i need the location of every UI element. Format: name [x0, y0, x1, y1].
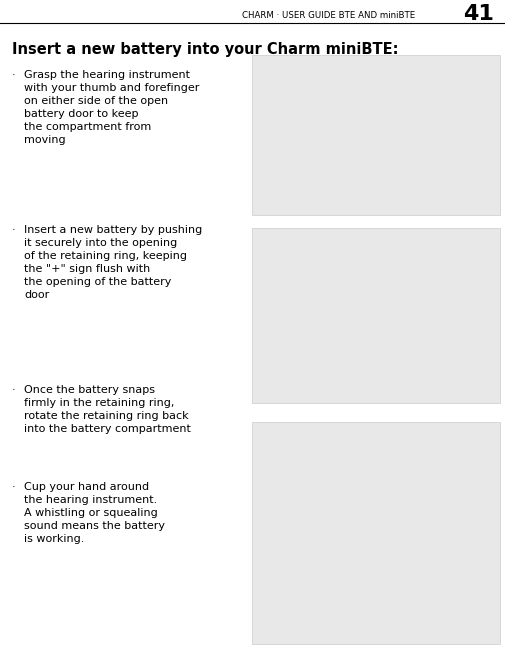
Text: Cup your hand around
the hearing instrument.
A whistling or squealing
sound mean: Cup your hand around the hearing instrum…	[24, 482, 165, 544]
Text: Once the battery snaps
firmly in the retaining ring,
rotate the retaining ring b: Once the battery snaps firmly in the ret…	[24, 385, 190, 434]
Text: ·: ·	[12, 225, 16, 235]
Bar	[251, 422, 499, 644]
Bar	[251, 228, 499, 403]
Text: 41: 41	[462, 4, 493, 24]
Bar	[251, 55, 499, 215]
Text: Insert a new battery into your Charm miniBTE:: Insert a new battery into your Charm min…	[12, 42, 398, 57]
Text: ·: ·	[12, 385, 16, 395]
Text: CHARM · USER GUIDE BTE AND miniBTE: CHARM · USER GUIDE BTE AND miniBTE	[241, 10, 414, 20]
Text: ·: ·	[12, 70, 16, 80]
Text: ·: ·	[12, 482, 16, 492]
Text: Grasp the hearing instrument
with your thumb and forefinger
on either side of th: Grasp the hearing instrument with your t…	[24, 70, 199, 145]
Text: Insert a new battery by pushing
it securely into the opening
of the retaining ri: Insert a new battery by pushing it secur…	[24, 225, 202, 300]
